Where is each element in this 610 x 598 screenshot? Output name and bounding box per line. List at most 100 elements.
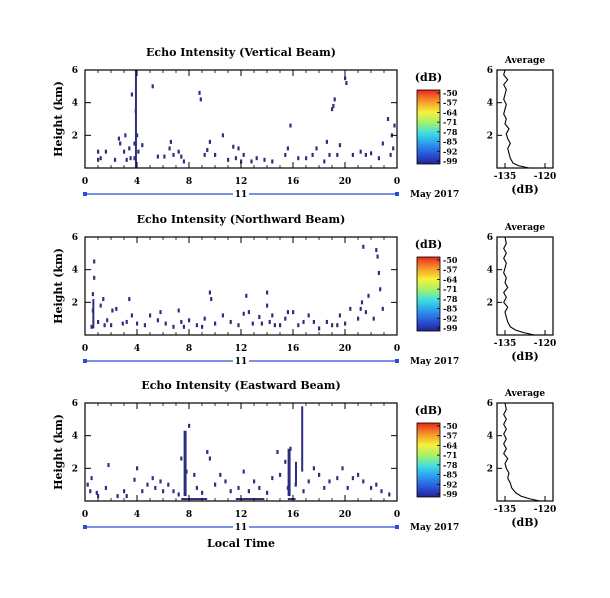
echo-layer bbox=[235, 498, 265, 501]
y-axis-label: Height (km) bbox=[52, 248, 65, 324]
echo-point bbox=[136, 466, 139, 471]
profile-frame bbox=[496, 236, 554, 336]
echo-column bbox=[134, 70, 137, 168]
echo-point bbox=[130, 313, 133, 318]
echo-point bbox=[195, 323, 198, 328]
echo-point bbox=[393, 123, 396, 128]
panel-2: Echo Intensity (Northward Beam)0 4 8 12 16 20… bbox=[52, 213, 556, 367]
echo-point bbox=[129, 156, 132, 161]
echo-point bbox=[328, 152, 331, 157]
echo-point bbox=[318, 326, 321, 331]
echo-point bbox=[172, 489, 175, 494]
plot-frame bbox=[84, 69, 398, 169]
echo-point bbox=[177, 308, 180, 313]
echo-point bbox=[124, 133, 127, 138]
echo-point bbox=[89, 489, 92, 494]
echo-point bbox=[380, 489, 383, 494]
echo-point bbox=[199, 97, 202, 102]
date-axis-end bbox=[395, 359, 399, 363]
echo-point bbox=[364, 152, 367, 157]
echo-point bbox=[208, 456, 211, 461]
echo-point bbox=[229, 319, 232, 324]
echo-point bbox=[123, 149, 126, 154]
colorbar-unit: (dB) bbox=[415, 404, 442, 417]
echo-point bbox=[90, 324, 93, 329]
echo-point bbox=[133, 477, 136, 482]
y-tick-label: 2 bbox=[72, 298, 78, 308]
echo-point bbox=[110, 323, 113, 328]
y-tick-label: 6 bbox=[72, 66, 78, 76]
echo-point bbox=[336, 476, 339, 481]
profile-line bbox=[503, 69, 530, 169]
echo-point bbox=[177, 492, 180, 497]
echo-point bbox=[286, 146, 289, 151]
echo-point bbox=[351, 152, 354, 157]
echo-point bbox=[359, 306, 362, 311]
x-tick-label: 12 bbox=[235, 344, 248, 354]
echo-point bbox=[125, 157, 128, 162]
colorbar bbox=[416, 256, 441, 332]
echo-point bbox=[201, 490, 204, 495]
echo-point bbox=[214, 482, 217, 487]
echo-point bbox=[97, 494, 100, 499]
profile-x-tick-label: -120 bbox=[534, 505, 557, 515]
echo-point bbox=[247, 310, 250, 315]
echo-point bbox=[250, 159, 253, 164]
colorbar-tick-label: -50 bbox=[443, 421, 458, 431]
echo-point bbox=[97, 149, 100, 154]
echo-layer bbox=[181, 498, 208, 501]
echo-point bbox=[156, 318, 159, 323]
echo-point bbox=[188, 423, 191, 428]
echo-point bbox=[273, 323, 276, 328]
echo-point bbox=[208, 139, 211, 144]
panel-1: Echo Intensity (Vertical Beam) 0 4 8 12 16 20 0… bbox=[52, 46, 556, 200]
x-tick-label: 20 bbox=[339, 177, 352, 187]
echo-point bbox=[227, 157, 230, 162]
echo-point bbox=[336, 323, 339, 328]
profile-x-tick-label: -120 bbox=[534, 172, 557, 182]
echo-point bbox=[162, 489, 165, 494]
echo-point bbox=[168, 146, 171, 151]
profile-x-label: (dB) bbox=[511, 183, 538, 196]
colorbar-tick-label: -99 bbox=[443, 156, 458, 166]
echo-point bbox=[370, 485, 373, 490]
date-month-label: May 2017 bbox=[410, 190, 459, 200]
echo-point bbox=[188, 318, 191, 323]
x-tick-label: 0 bbox=[82, 510, 88, 520]
colorbar-tick-label: -99 bbox=[443, 323, 458, 333]
profile-title: Average bbox=[504, 389, 545, 399]
colorbar-tick-label: -57 bbox=[443, 265, 457, 275]
echo-point bbox=[137, 149, 140, 154]
echo-point bbox=[102, 297, 105, 302]
echo-point bbox=[251, 321, 254, 326]
echo-point bbox=[219, 472, 222, 477]
echo-point bbox=[242, 152, 245, 157]
y-tick-label: 6 bbox=[72, 399, 78, 409]
echo-point bbox=[381, 306, 384, 311]
echo-point bbox=[107, 463, 110, 468]
echo-point bbox=[229, 489, 232, 494]
echo-point bbox=[130, 92, 133, 97]
x-tick-label: 16 bbox=[287, 177, 300, 187]
colorbar-tick-label: -78 bbox=[443, 460, 458, 470]
profile-y-tick-label: 4 bbox=[487, 266, 493, 276]
colorbar bbox=[416, 422, 441, 498]
echo-point bbox=[364, 310, 367, 315]
echo-point bbox=[116, 494, 119, 499]
echo-layer bbox=[287, 498, 296, 501]
echo-column bbox=[295, 461, 297, 485]
profile-frame bbox=[496, 402, 554, 502]
echo-point bbox=[266, 303, 269, 308]
echo-point bbox=[93, 259, 96, 264]
echo-point bbox=[344, 76, 347, 81]
profile-x-tick-label: -135 bbox=[494, 172, 517, 182]
x-tick-label: 0 bbox=[394, 177, 400, 187]
echo-point bbox=[198, 90, 201, 95]
echo-point bbox=[312, 466, 315, 471]
echo-point bbox=[357, 316, 360, 321]
profile-y-tick-label: 4 bbox=[487, 432, 493, 442]
echo-point bbox=[376, 254, 379, 259]
echo-point bbox=[338, 143, 341, 148]
echo-point bbox=[151, 84, 154, 89]
